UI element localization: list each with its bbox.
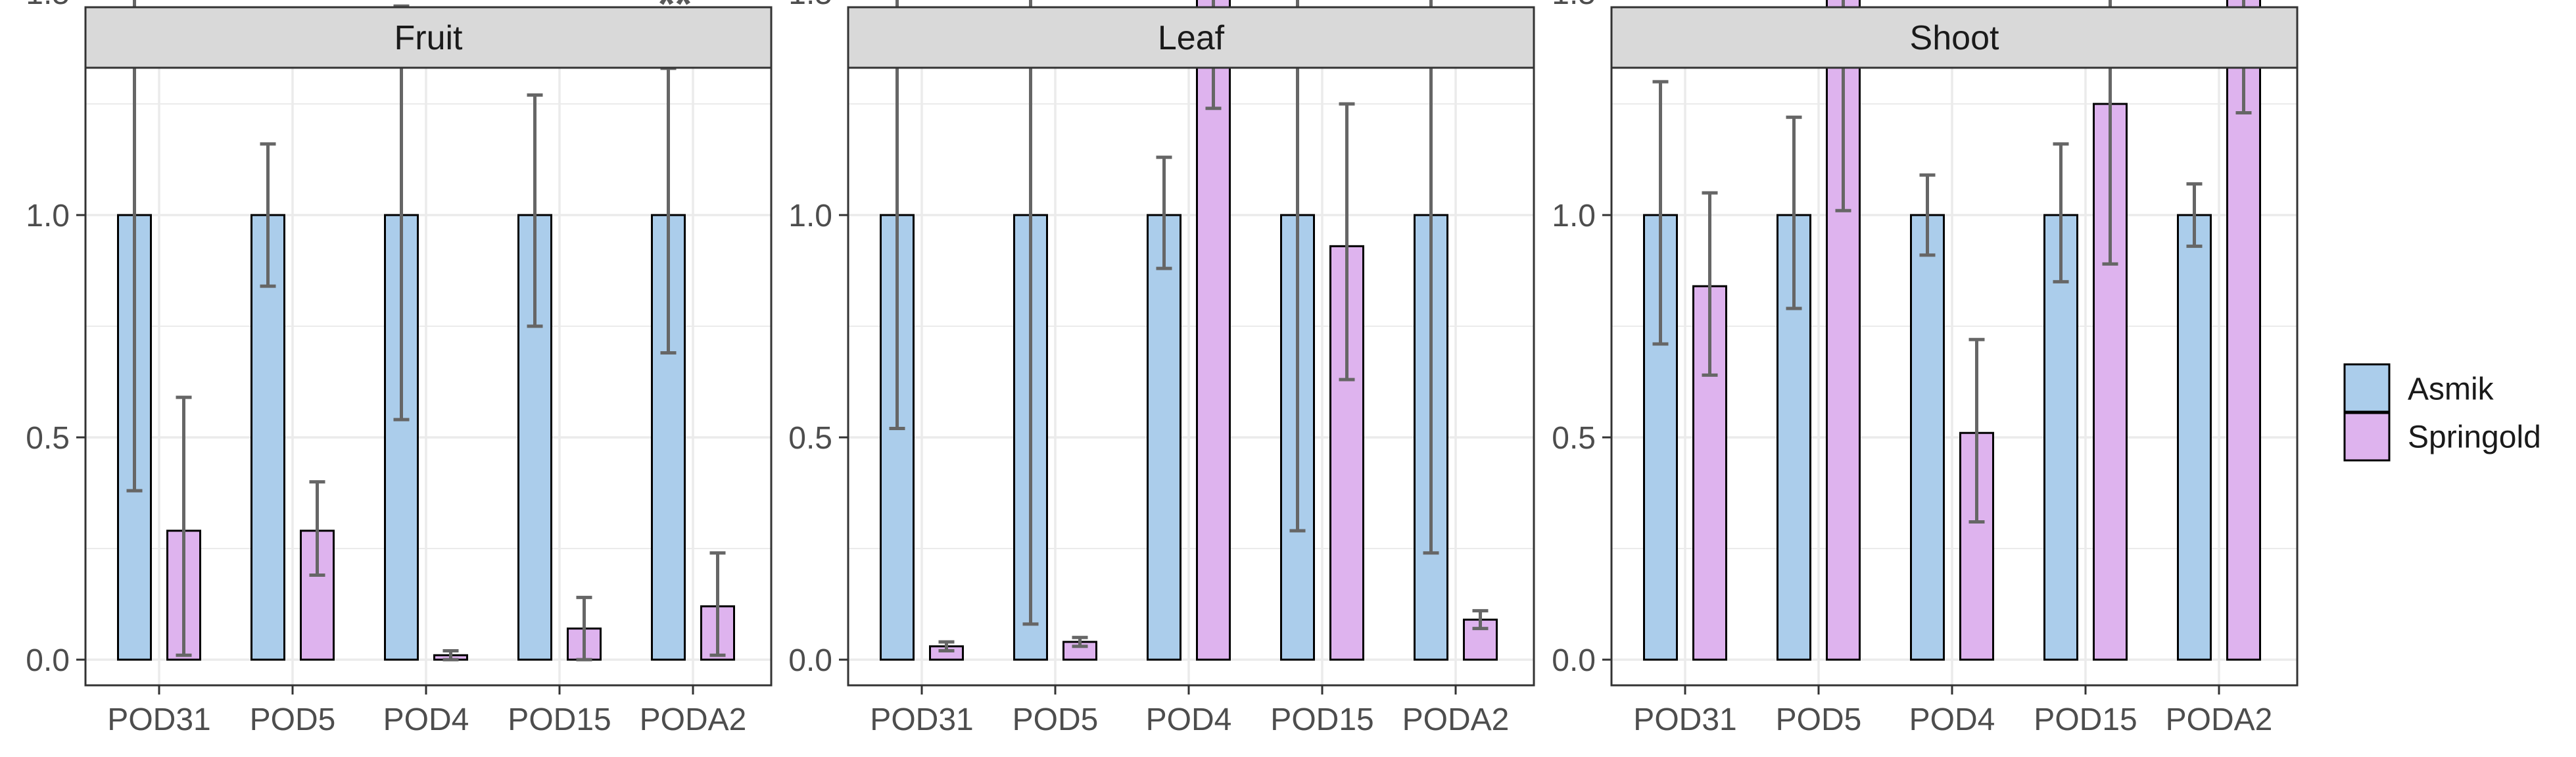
errorbar-springold-pod4 bbox=[1968, 337, 1985, 524]
y-tick-label: 1.5 bbox=[788, 0, 832, 11]
errorbar-springold-pod15 bbox=[2102, 0, 2118, 266]
errorbar-springold-pod5 bbox=[1072, 635, 1088, 648]
x-tick-label: PODA2 bbox=[2166, 702, 2273, 737]
errorbar-asmik-poda2 bbox=[2186, 182, 2203, 248]
errorbar-springold-pod4 bbox=[442, 648, 459, 662]
facet-panel-leaf: **Leaf0.00.51.01.52.02.5POD31POD5POD4POD… bbox=[788, 0, 1535, 737]
errorbar-asmik-pod4 bbox=[1156, 155, 1172, 270]
legend-key-springold bbox=[2343, 411, 2391, 462]
errorbar-asmik-pod5 bbox=[260, 142, 276, 288]
x-tick-label: POD4 bbox=[383, 702, 469, 737]
errorbar-springold-poda2 bbox=[1472, 609, 1489, 631]
errorbar-springold-pod31 bbox=[1702, 191, 1718, 377]
facet-title: Fruit bbox=[394, 19, 464, 57]
errorbar-asmik-pod4 bbox=[393, 4, 410, 422]
x-tick-label: POD5 bbox=[1776, 702, 1862, 737]
y-tick-label: 1.0 bbox=[788, 199, 832, 233]
x-tick-label: POD4 bbox=[1909, 702, 1995, 737]
bar-asmik-poda2 bbox=[2177, 214, 2212, 661]
errorbar-springold-pod5 bbox=[309, 480, 325, 577]
legend-label-asmik: Asmik bbox=[2408, 372, 2494, 407]
facet-panel-shoot: Shoot0.00.51.01.52.02.5POD31POD5POD4POD1… bbox=[1552, 0, 2299, 737]
errorbar-asmik-pod15 bbox=[1289, 0, 1306, 533]
y-tick-label: 0.5 bbox=[788, 421, 832, 456]
y-tick-label: 0.0 bbox=[1552, 643, 1596, 678]
x-tick-label: POD15 bbox=[508, 702, 611, 737]
legend-label-springold: Springold bbox=[2408, 420, 2541, 455]
y-tick-label: 0.0 bbox=[26, 643, 70, 678]
y-tick-label: 1.5 bbox=[1552, 0, 1596, 11]
y-tick-label: 0.5 bbox=[1552, 421, 1596, 456]
bar-asmik-pod15 bbox=[2043, 214, 2078, 661]
errorbar-asmik-pod15 bbox=[2053, 142, 2069, 283]
errorbar-springold-poda2 bbox=[709, 551, 726, 657]
facet-strip bbox=[847, 6, 1535, 69]
errorbar-asmik-pod31 bbox=[889, 0, 905, 430]
x-tick-label: POD31 bbox=[107, 702, 210, 737]
errorbar-springold-pod31 bbox=[176, 395, 192, 657]
x-tick-label: POD15 bbox=[1270, 702, 1373, 737]
errorbar-springold-pod15 bbox=[1339, 102, 1355, 381]
x-tick-label: POD31 bbox=[1633, 702, 1736, 737]
facet-panel-fruit: ******Fruit0.00.51.01.52.02.5POD31POD5PO… bbox=[26, 0, 773, 737]
errorbar-asmik-pod5 bbox=[1022, 0, 1039, 626]
errorbar-asmik-pod5 bbox=[1786, 115, 1802, 310]
facet-title: Shoot bbox=[1910, 19, 1999, 57]
errorbar-asmik-poda2 bbox=[1423, 0, 1439, 555]
x-tick-label: PODA2 bbox=[1402, 702, 1510, 737]
errorbar-asmik-pod31 bbox=[1652, 80, 1669, 346]
x-tick-label: POD31 bbox=[870, 702, 973, 737]
errorbar-asmik-pod15 bbox=[527, 93, 543, 328]
y-tick-label: 0.0 bbox=[788, 643, 832, 678]
facet-strip bbox=[1610, 6, 2299, 69]
facet-title: Leaf bbox=[1158, 19, 1225, 57]
legend: Asmik Springold bbox=[2343, 363, 2541, 462]
y-tick-label: 0.5 bbox=[26, 421, 70, 456]
errorbar-springold-pod15 bbox=[576, 595, 592, 662]
x-tick-label: POD4 bbox=[1146, 702, 1232, 737]
y-tick-label: 1.5 bbox=[26, 0, 70, 11]
errorbar-springold-pod5 bbox=[1835, 0, 1851, 212]
legend-key-asmik bbox=[2343, 363, 2391, 414]
facet-strip bbox=[84, 6, 773, 69]
errorbar-asmik-pod4 bbox=[1919, 173, 1936, 257]
x-tick-label: POD15 bbox=[2034, 702, 2137, 737]
y-tick-label: 1.0 bbox=[1552, 199, 1596, 233]
x-tick-label: POD5 bbox=[1013, 702, 1099, 737]
y-tick-label: 1.0 bbox=[26, 199, 70, 233]
x-tick-label: POD5 bbox=[250, 702, 336, 737]
bar-asmik-pod4 bbox=[1147, 214, 1181, 661]
bar-asmik-pod4 bbox=[1910, 214, 1945, 661]
errorbar-springold-pod31 bbox=[938, 640, 955, 652]
x-tick-label: PODA2 bbox=[640, 702, 747, 737]
